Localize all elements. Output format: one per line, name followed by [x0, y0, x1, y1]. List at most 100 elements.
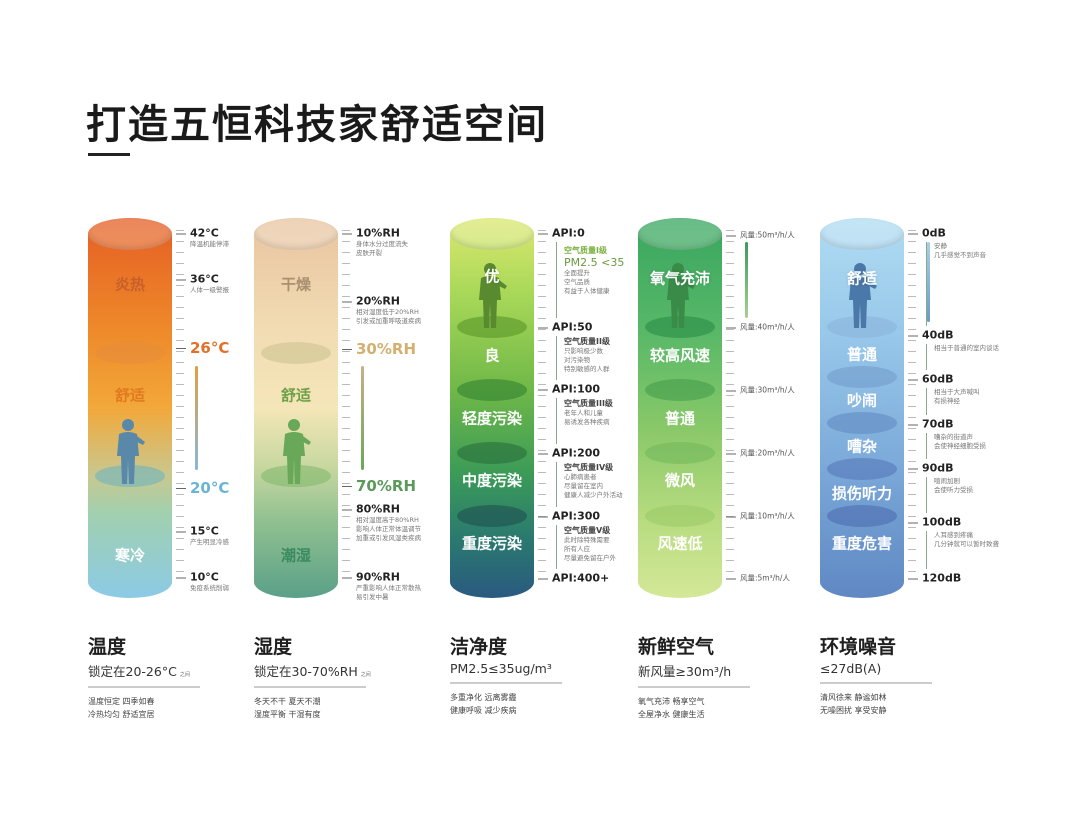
level-disc: [645, 379, 715, 401]
note-line: 此时除特殊需要: [564, 536, 610, 544]
cylinder-level-label: 普通: [664, 409, 695, 428]
cylinder-level-label: 舒适: [846, 269, 877, 288]
level-disc: [457, 505, 527, 527]
note-bracket-line: [926, 344, 927, 370]
note-line: 只影响极少数: [564, 347, 603, 355]
scale-label: 风量:30m³/h/人: [726, 385, 795, 395]
person-icon: [475, 262, 509, 330]
cylinder-level-label: 潮湿: [280, 546, 311, 565]
level-disc: [95, 342, 165, 364]
note-line: 人耳感到疼痛: [934, 531, 973, 539]
scale-label: API:300: [537, 509, 601, 523]
summary-suffix: 之间: [179, 672, 190, 678]
summary-subtitle: PM2.5≤35ug/m³: [450, 661, 600, 676]
note-line: 产生明显冷感: [190, 538, 229, 546]
cleanliness-summary: 洁净度 PM2.5≤35ug/m³ 多重净化 远离雾霾 健康呼吸 减少疾病: [450, 632, 600, 717]
note-line: 相对湿度高于80%RH: [356, 516, 419, 524]
scale-note: 身体水分过度流失 皮肤开裂: [356, 240, 408, 258]
summary-desc: 冷热均匀 舒适宜居: [88, 710, 155, 719]
level-disc: [645, 442, 715, 464]
note-line: 皮肤开裂: [356, 249, 382, 257]
range-arrow: [195, 366, 198, 470]
cylinder-top: [88, 218, 172, 250]
title-underline: [88, 153, 130, 156]
level-disc: [827, 412, 897, 434]
summary-value: PM2.5≤35ug/m³: [450, 661, 552, 676]
note-line: 影响人体正常体温调节: [356, 525, 421, 533]
summary-value: 锁定在30-70%RH: [254, 664, 358, 679]
person-icon: [279, 418, 313, 486]
summary-desc: 全屋净水 健康生活: [638, 710, 705, 719]
note-bracket-line: [926, 242, 927, 326]
cylinder-level-label: 舒适: [114, 386, 145, 405]
note-line: 人体一级警报: [190, 286, 229, 294]
scale-note: 安静 几乎感觉不到声音: [934, 242, 986, 260]
cylinder-level-label: 良: [484, 346, 500, 365]
fresh-air-summary: 新鲜空气 新风量≥30m³/h 氧气充沛 畅享空气 全屋净水 健康生活: [638, 632, 788, 721]
summary-desc: 多重净化 远离雾霾: [450, 693, 517, 702]
scale-label: 36°C: [176, 272, 219, 286]
scale-note: 空气质量I级 PM2.5 <35 全面提升 空气品质 有益于人体健康: [564, 245, 624, 296]
level-disc: [645, 505, 715, 527]
note-bracket-line: [556, 242, 557, 318]
note-title: 空气质量II级: [564, 337, 610, 346]
note-title: 空气质量III级: [564, 399, 613, 408]
note-bracket-line: [556, 462, 557, 507]
scale-note: 降温机能停滞: [190, 240, 229, 249]
scale-label: 70%RH: [341, 477, 417, 495]
summary-desc: 健康呼吸 减少疾病: [450, 706, 517, 715]
note-line: 免疫系统削弱: [190, 584, 229, 592]
note-bracket-line: [556, 336, 557, 380]
note-line: 会使听力受损: [934, 486, 973, 494]
scale-label: 40dB: [908, 328, 954, 342]
scale-note: 空气质量II级 只影响极少数 对污染物 特别敏感的人群: [564, 336, 610, 374]
note-line: 嘈杂的街道声: [934, 433, 973, 441]
note-bracket-line: [926, 388, 927, 415]
fresh-air-cylinder: 氧气充沛 较高风速 普通 微风 风速低: [638, 218, 722, 598]
scale-label: API:50: [537, 320, 593, 334]
scale-label: 80%RH: [341, 502, 401, 516]
cylinder-level-label: 较高风速: [649, 346, 710, 365]
cylinder-level-label: 吵闹: [846, 391, 877, 410]
person-icon: [845, 262, 879, 330]
scale-note: 喧闹加剧 会使听力受损: [934, 477, 973, 495]
scale-label: 42°C: [176, 226, 219, 240]
note-line: 对污染物: [564, 356, 590, 364]
scale-label: 26°C: [175, 339, 230, 357]
scale-note: 人体一级警报: [190, 286, 229, 295]
note-line: 心肺病患者: [564, 473, 597, 481]
scale-note: 相当于普通的室内谈话: [934, 344, 999, 353]
person-icon: [113, 418, 147, 486]
scale-label: API:0: [538, 226, 585, 240]
summary-title: 洁净度: [450, 636, 508, 658]
cylinder-level-label: 重度危害: [831, 534, 892, 553]
noise-cylinder: 舒适 普通 吵闹 嘈杂 损伤听力 重度危害: [820, 218, 904, 598]
note-line: 安静: [934, 242, 947, 250]
note-line: 尽量留在室内: [564, 482, 603, 490]
note-line: 易引发中暑: [356, 593, 389, 601]
cylinder-level-label: 普通: [846, 345, 877, 364]
range-arrow: [361, 366, 364, 470]
summary-desc: 清风徐来 静谧如林: [820, 693, 887, 702]
summary-value: 新风量≥30m³/h: [638, 664, 732, 679]
scale-label: API:200: [537, 446, 601, 460]
person-icon: [663, 262, 697, 330]
summary-divider: [88, 686, 200, 688]
scale-note: 空气质量IV级 心肺病患者 尽量留在室内 健康人减少户外活动: [564, 462, 623, 500]
summary-value: ≤27dB(A): [820, 661, 882, 676]
scale-label: 20°C: [175, 479, 230, 497]
note-line: 加重或引发风湿类疾病: [356, 534, 421, 542]
scale-label: 90%RH: [341, 570, 401, 584]
cylinder-level-label: 损伤听力: [831, 484, 892, 503]
note-line: 有损神经: [934, 397, 960, 405]
note-line: 所有人应: [564, 545, 590, 553]
summary-desc: 无噪困扰 享受安静: [820, 706, 887, 715]
cylinder-level-label: 微风: [664, 471, 695, 490]
summary-subtitle: ≤27dB(A): [820, 661, 970, 676]
note-line: 尽量避免留在户外: [564, 554, 616, 562]
note-line: 空气品质: [564, 278, 590, 286]
level-disc: [827, 366, 897, 388]
summary-value: 锁定在20-26°C: [88, 664, 177, 679]
note-bracket-line: [556, 398, 557, 444]
scale-label: 120dB: [907, 571, 962, 585]
